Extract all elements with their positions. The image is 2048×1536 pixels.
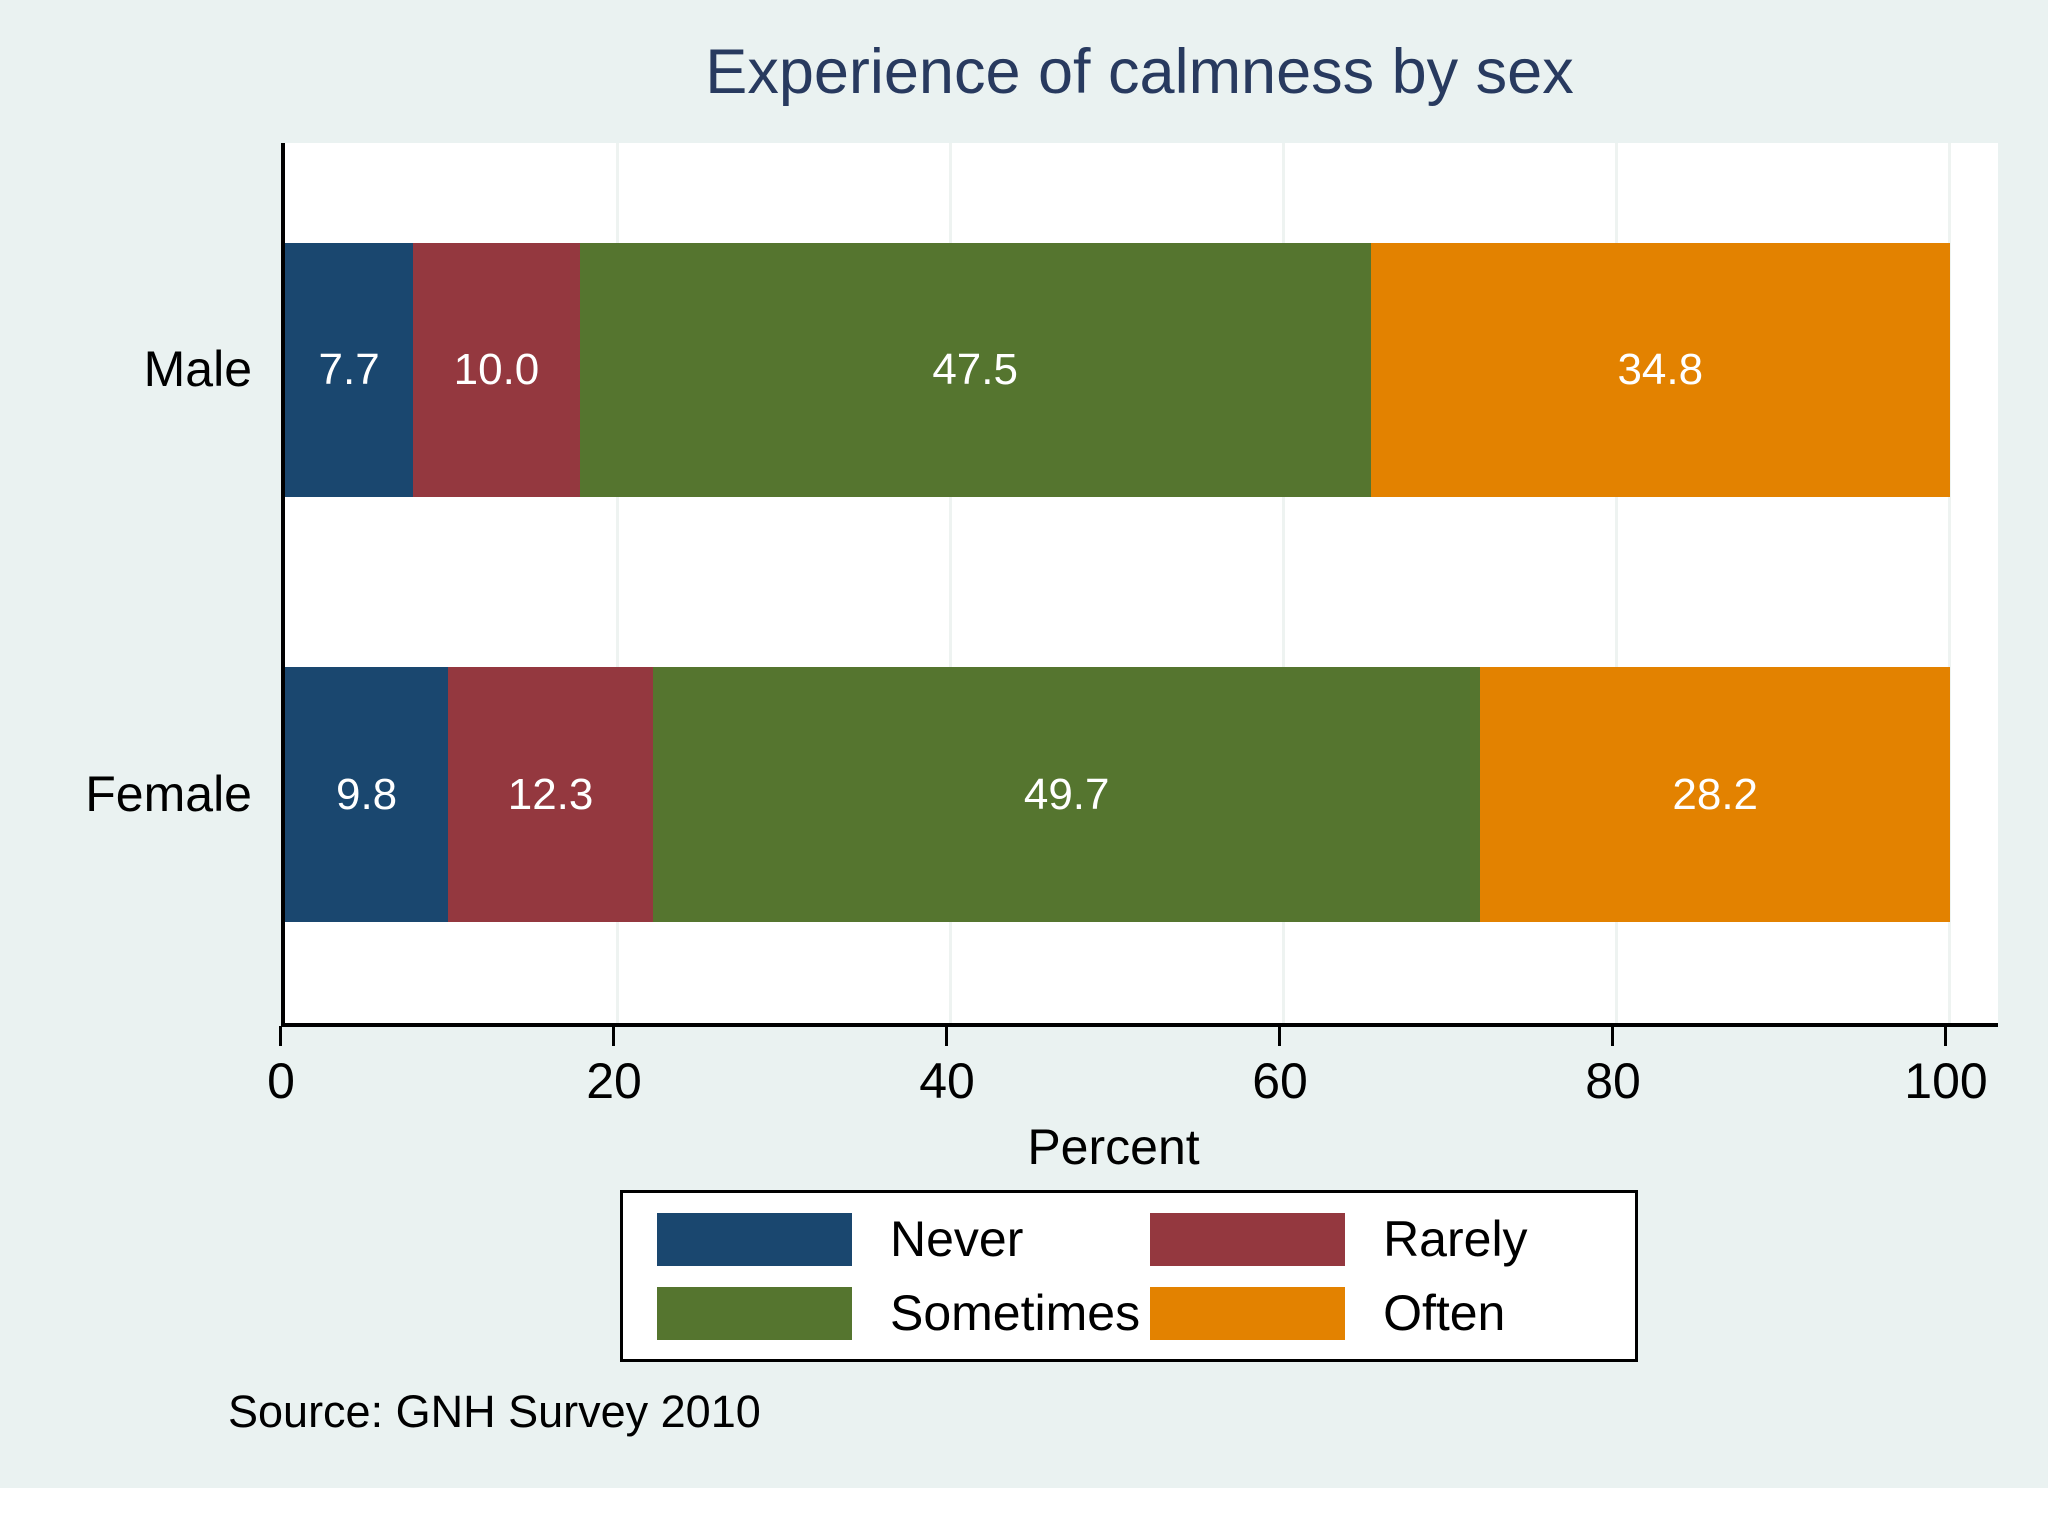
legend-item-never: Never <box>657 1210 1140 1268</box>
bar-segment-female-sometimes: 49.7 <box>652 667 1481 922</box>
bar-value-label: 9.8 <box>335 769 398 819</box>
bar-value-label: 7.7 <box>318 345 380 394</box>
bar-value-label: 34.8 <box>1617 345 1704 394</box>
bar-value-label: 28.2 <box>1672 769 1759 819</box>
bar-segment-female-often: 28.2 <box>1480 667 1950 922</box>
bar-value-label: 10.0 <box>453 345 540 394</box>
x-tick-label-80: 80 <box>1585 1053 1641 1109</box>
x-axis-title: Percent <box>1027 1119 1200 1175</box>
legend-label-rarely: Rarely <box>1383 1211 1528 1267</box>
gridline-80 <box>1615 143 1618 1023</box>
x-tick-80 <box>1611 1026 1614 1046</box>
bar-segment-female-never: 9.8 <box>285 667 449 922</box>
gridline-40 <box>949 143 952 1023</box>
legend-item-sometimes: Sometimes <box>657 1284 1140 1342</box>
x-tick-label-20: 20 <box>586 1053 642 1109</box>
x-tick-label-60: 60 <box>1252 1053 1308 1109</box>
chart-title: Experience of calmness by sex <box>705 37 1574 107</box>
bar-segment-male-often: 34.8 <box>1370 243 1950 497</box>
x-tick-label-40: 40 <box>919 1053 975 1109</box>
gridline-20 <box>616 143 619 1023</box>
bar-segment-male-sometimes: 47.5 <box>579 243 1371 497</box>
gridline-60 <box>1282 143 1285 1023</box>
x-tick-label-100: 100 <box>1904 1053 1988 1109</box>
figure-background: Experience of calmness by sex 7.7 10.0 47.… <box>0 0 2048 1488</box>
legend-label-sometimes: Sometimes <box>890 1285 1141 1341</box>
x-tick-20 <box>612 1026 615 1046</box>
x-tick-0 <box>279 1026 282 1046</box>
category-label-female: Female <box>85 765 252 822</box>
bar-row-female: 9.8 12.3 49.7 28.2 <box>285 667 1950 922</box>
bar-row-male: 7.7 10.0 47.5 34.8 <box>285 243 1950 497</box>
x-tick-60 <box>1278 1026 1281 1046</box>
often-swatch <box>1150 1286 1346 1340</box>
never-swatch <box>657 1212 852 1266</box>
x-tick-label-0: 0 <box>267 1053 295 1109</box>
bar-value-label: 49.7 <box>1023 769 1110 819</box>
x-tick-40 <box>945 1026 948 1046</box>
legend-item-often: Often <box>1150 1284 1601 1342</box>
bar-segment-male-rarely: 10.0 <box>413 243 580 497</box>
bar-value-label: 12.3 <box>507 769 594 819</box>
bar-segment-male-never: 7.7 <box>285 243 414 497</box>
category-label-male: Male <box>143 340 252 397</box>
legend-label-often: Often <box>1383 1285 1506 1341</box>
bar-value-label: 47.5 <box>932 345 1018 394</box>
x-tick-100 <box>1944 1026 1947 1046</box>
legend-label-never: Never <box>890 1211 1024 1267</box>
rarely-swatch <box>1150 1212 1346 1266</box>
legend: Never Rarely Sometimes Often <box>620 1190 1638 1362</box>
plot-area: 7.7 10.0 47.5 34.8 9.8 12.3 49.7 28.2 <box>281 143 1998 1027</box>
gridline-100 <box>1948 143 1951 1023</box>
bar-segment-female-rarely: 12.3 <box>448 667 653 922</box>
sometimes-swatch <box>657 1286 852 1340</box>
legend-item-rarely: Rarely <box>1150 1210 1601 1268</box>
source-note: Source: GNH Survey 2010 <box>228 1386 761 1437</box>
